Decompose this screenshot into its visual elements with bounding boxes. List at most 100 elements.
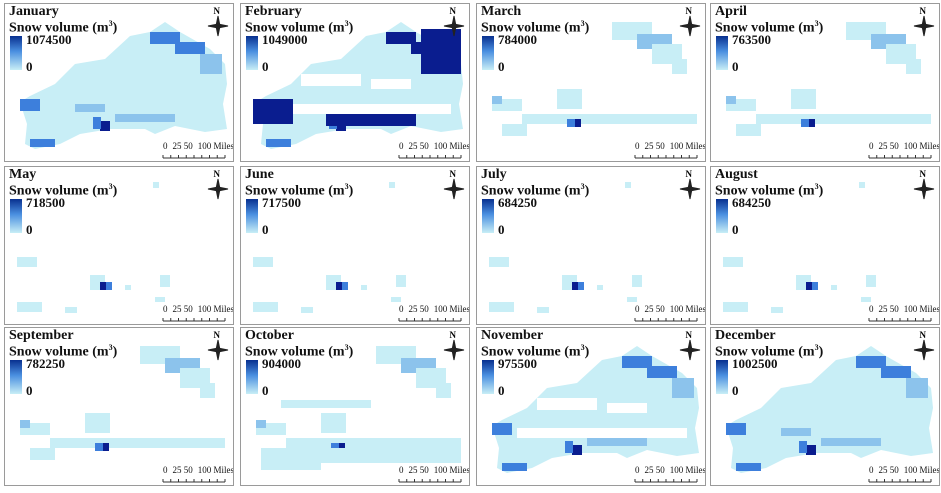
snow-cell: [155, 297, 165, 302]
scale-bar: [634, 155, 698, 159]
gap: [301, 74, 361, 86]
snow-cell: [200, 54, 222, 74]
north-label: N: [449, 169, 457, 179]
legend-title: Snow volume (m3): [245, 19, 354, 36]
north-label: N: [919, 6, 927, 16]
legend-min: 0: [498, 59, 505, 74]
snow-cell: [286, 438, 461, 448]
map-graphic: [17, 178, 229, 322]
north-arrow-icon: [679, 178, 701, 200]
snow-cell: [736, 124, 761, 136]
snow-cell: [578, 282, 584, 290]
scale-labels: 0 25 50 100 Miles: [635, 141, 706, 151]
month-title: March: [481, 4, 522, 19]
snow-cell: [253, 302, 278, 312]
north-label: N: [213, 169, 221, 179]
snow-cell: [20, 99, 40, 111]
snow-cell: [881, 366, 911, 378]
snow-cell: [756, 114, 931, 124]
legend-max: 718500: [26, 195, 65, 210]
snow-cell: [253, 99, 293, 124]
snow-cell: [587, 438, 647, 446]
legend-max: 763500: [732, 32, 771, 47]
snow-cell-peak: [572, 282, 578, 290]
legend-min: 0: [732, 383, 739, 398]
snow-cell: [389, 182, 395, 188]
legend-min: 0: [26, 222, 33, 237]
legend-color-ramp: [246, 199, 258, 233]
scale-labels: 0 25 50 100 Miles: [163, 141, 234, 151]
gap: [537, 398, 597, 410]
snow-cell: [565, 441, 573, 453]
legend-min: 0: [498, 222, 505, 237]
snow-cell: [492, 96, 502, 104]
snow-cell: [647, 366, 677, 378]
legend-color-ramp: [482, 36, 494, 70]
legend-title: Snow volume (m3): [9, 343, 118, 360]
map-graphic: [492, 15, 701, 159]
map-graphic: [489, 178, 701, 322]
snow-cell-peak: [806, 282, 812, 290]
map-graphic: [20, 15, 229, 159]
legend-title: Snow volume (m3): [715, 19, 824, 36]
scale-bar: [634, 318, 698, 322]
snow-cell: [557, 89, 582, 109]
snow-cell: [831, 285, 837, 290]
snow-cell: [386, 32, 416, 44]
north-arrow-icon: [913, 15, 935, 37]
legend-min: 0: [262, 383, 269, 398]
snow-cell: [153, 182, 159, 188]
legend-color-ramp: [716, 199, 728, 233]
north-label: N: [919, 169, 927, 179]
map-panel-august: August Snow volume (m3) 684250 0 N 0 25 5…: [710, 166, 940, 325]
map-graphic: [20, 339, 229, 483]
snow-cell: [125, 285, 131, 290]
snow-cell: [266, 139, 291, 147]
scale-bar: [162, 155, 226, 159]
scale-bar: [162, 318, 226, 322]
north-arrow-icon: [207, 15, 229, 37]
gap: [371, 79, 411, 89]
snow-cell: [906, 59, 921, 74]
legend-color-ramp: [246, 360, 258, 394]
snow-cell-peak: [100, 121, 110, 131]
north-label: N: [685, 6, 693, 16]
scale-bar: [162, 479, 226, 483]
north-arrow-icon: [207, 178, 229, 200]
legend-max: 1074500: [26, 32, 72, 47]
scale-labels: 0 25 50 100 Miles: [635, 304, 706, 314]
snow-cell: [537, 307, 549, 313]
snow-cell: [781, 428, 811, 436]
map-graphic: [726, 15, 935, 159]
north-arrow-icon: [443, 339, 465, 361]
map-panel-october: October Snow volume (m3) 904000 0 N 0 25 …: [240, 327, 470, 486]
snow-cell: [801, 119, 811, 127]
legend-title: Snow volume (m3): [245, 343, 354, 360]
snow-cell: [866, 275, 876, 287]
legend-color-ramp: [716, 360, 728, 394]
snow-cell: [321, 413, 346, 433]
snow-cell: [625, 182, 631, 188]
map-panel-june: June Snow volume (m3) 717500 0 N 0 25 50 1…: [240, 166, 470, 325]
map-graphic: [253, 178, 465, 322]
snow-cell: [106, 282, 112, 290]
snow-cell: [75, 104, 105, 112]
map-panel-january: January Snow volume (m3) 1074500 0 N 0 25…: [4, 3, 234, 162]
snow-cell: [622, 356, 652, 368]
snow-cell: [281, 400, 371, 408]
snow-cell: [597, 285, 603, 290]
snow-cell: [396, 275, 406, 287]
legend-title: Snow volume (m3): [245, 182, 354, 199]
month-title: July: [481, 167, 507, 182]
snow-cell: [791, 89, 816, 109]
snow-cell: [326, 114, 416, 126]
legend-min: 0: [262, 222, 269, 237]
legend-min: 0: [732, 222, 739, 237]
legend-color-ramp: [482, 199, 494, 233]
north-label: N: [213, 6, 221, 16]
snow-cell: [331, 443, 341, 451]
north-label: N: [449, 6, 457, 16]
scale-bar: [398, 155, 462, 159]
scale-bar: [398, 318, 462, 322]
